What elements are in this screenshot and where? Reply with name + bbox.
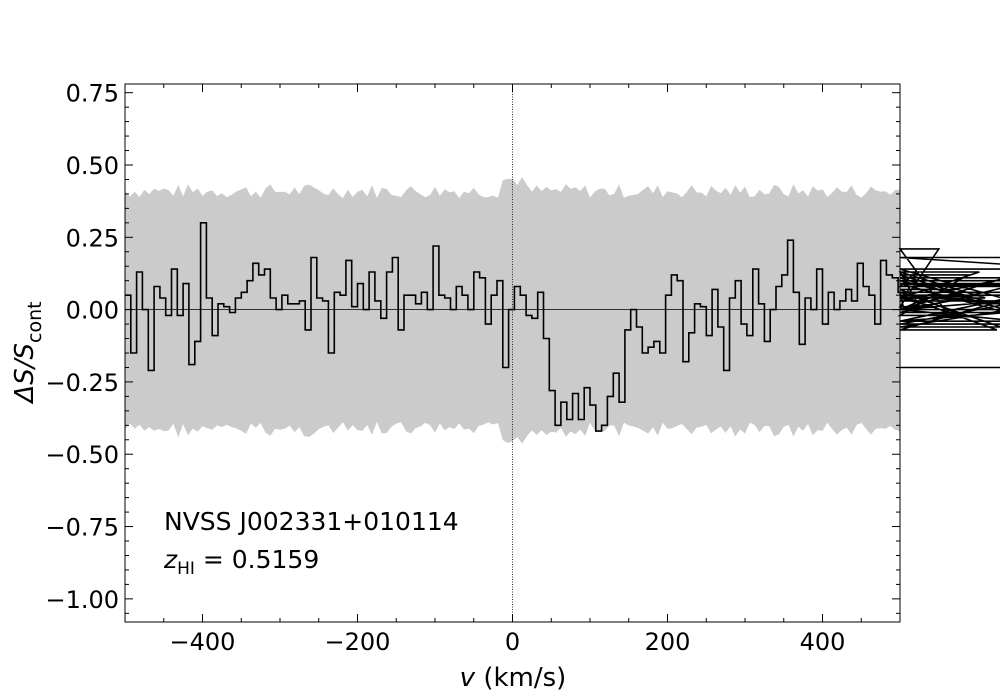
- x-tick-label: −200: [325, 628, 391, 656]
- tick-labels-layer: −400 −200 0 200 400 0.75 0.50 0.25 0.00 −0.25 −0.5…: [45, 80, 845, 656]
- x-tick-label: 400: [800, 628, 846, 656]
- x-tick-label: 200: [645, 628, 691, 656]
- x-tick-label: 0: [505, 628, 520, 656]
- y-tick-label: −0.75: [45, 514, 119, 542]
- y-tick-label: −1.00: [45, 586, 119, 614]
- redshift-annotation: zHI = 0.5159: [163, 545, 319, 579]
- ticks-layer: [124, 84, 901, 622]
- spectrum-series-layer: [125, 222, 1000, 432]
- x-axis-label: v (km/s): [460, 663, 567, 693]
- y-tick-label: −0.50: [45, 441, 119, 469]
- y-tick-label: 0.25: [66, 224, 119, 252]
- y-tick-label: 0.50: [66, 152, 119, 180]
- y-tick-label: 0.00: [66, 297, 119, 325]
- redshift-value: = 0.5159: [195, 545, 319, 574]
- x-axis-label-var: v: [460, 663, 476, 693]
- redshift-sub: HI: [177, 559, 195, 579]
- y-tick-label: 0.75: [66, 80, 119, 108]
- y-axis-label-sub: cont: [24, 301, 46, 343]
- source-annotation: NVSS J002331+010114: [164, 507, 459, 536]
- x-axis-label-unit: (km/s): [475, 663, 566, 693]
- y-axis-label: ΔS/Scont: [10, 301, 46, 404]
- redshift-var: z: [163, 545, 178, 574]
- y-axis-label-main: ΔS/S: [10, 343, 40, 405]
- x-tick-label: −400: [170, 628, 236, 656]
- spectrum-line: [125, 222, 1000, 432]
- y-tick-label: −0.25: [45, 369, 119, 397]
